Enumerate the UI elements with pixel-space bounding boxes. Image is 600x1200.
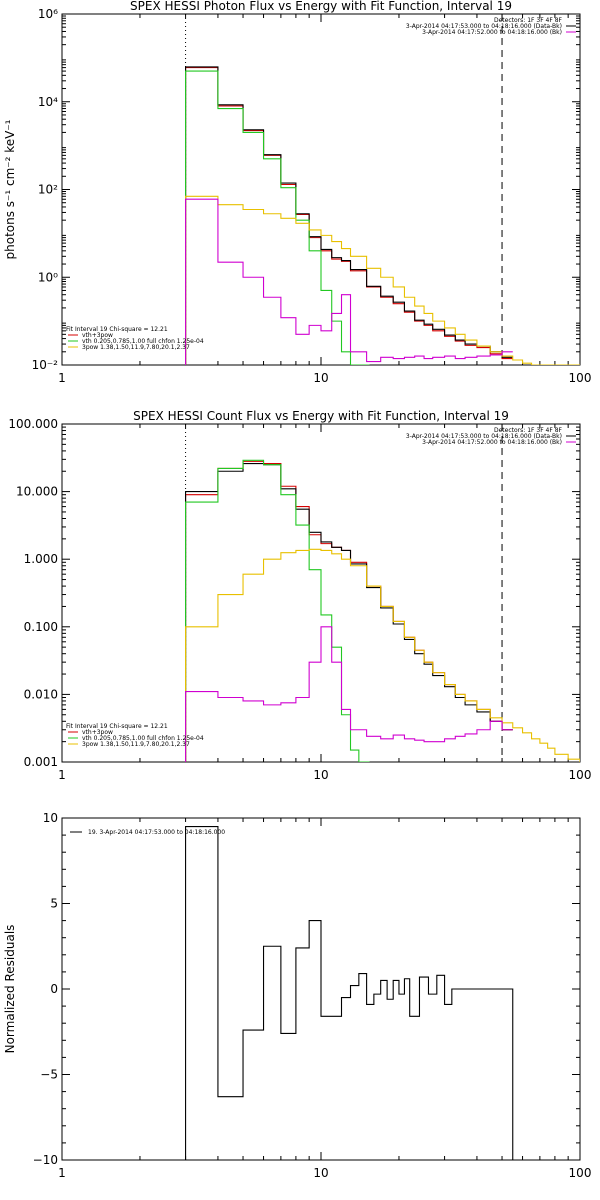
y-tick-label-2: 5 — [50, 897, 58, 911]
x-tick-label-0: 1 — [58, 371, 66, 385]
y-tick-label-0: 10⁶ — [38, 7, 58, 21]
legend-right-0-2: 3-Apr-2014 04:17:52.000 to 04:18:16.000 … — [422, 29, 562, 36]
x-tick-label-1: 1 — [58, 768, 66, 782]
legend-left-0-0: Fit Interval 19 Chi-square = 12.21 — [66, 326, 168, 333]
series-line-1-3 — [185, 548, 580, 762]
legend-left-0-1: vth+3pow — [82, 332, 113, 339]
y-tick-label-1: 1.000 — [24, 552, 58, 566]
y-tick-label-0: 10⁴ — [38, 95, 58, 109]
x-tick-label-1: 100 — [569, 768, 592, 782]
x-tick-label-0: 100 — [569, 371, 592, 385]
legend-left-0-2: vth 0.205,0.785,1.00 full chfon 1.25e-04 — [82, 338, 204, 345]
y-tick-label-2: 0 — [50, 982, 58, 996]
y-tick-label-2: −10 — [33, 1153, 58, 1167]
legend-left-1-3: 3pow 1.38,1.50,11.9,7.80,20.1,2.37 — [82, 741, 190, 748]
legend-right-1-1: 3-Apr-2014 04:17:53.000 to 04:18:16.000 … — [406, 433, 562, 440]
series-line-0-2 — [185, 70, 370, 365]
y-tick-label-0: 10⁻² — [32, 358, 59, 372]
legend-right-1-2: 3-Apr-2014 04:17:52.000 to 04:18:16.000 … — [422, 439, 562, 446]
x-tick-label-1: 10 — [313, 768, 328, 782]
series-line-0-1 — [185, 66, 513, 365]
y-tick-label-2: 10 — [43, 811, 58, 825]
y-tick-label-1: 0.100 — [24, 620, 58, 634]
series-line-2-0 — [185, 826, 514, 1160]
series-line-1-0 — [185, 460, 513, 762]
series-line-0-3 — [185, 195, 580, 365]
y-axis-label-0: photons s⁻¹ cm⁻² keV⁻¹ — [3, 119, 17, 259]
y-tick-label-1: 0.010 — [24, 687, 58, 701]
legend-left-0-3: 3pow 1.38,1.50,11.9,7.80,20.1,2.37 — [82, 344, 190, 351]
legend-right-0-1: 3-Apr-2014 04:17:53.000 to 04:18:16.000 … — [406, 23, 562, 30]
x-tick-label-2: 100 — [569, 1166, 592, 1180]
legend-left-1-0: Fit Interval 19 Chi-square = 12.21 — [66, 723, 168, 730]
legend-right-0-0: Detectors: 1F 3F 4F 8F — [494, 17, 563, 24]
series-line-1-2 — [185, 459, 370, 762]
legend-2: 19. 3-Apr-2014 04:17:53.000 to 04:18:16.… — [88, 829, 225, 836]
legend-left-1-1: vth+3pow — [82, 729, 113, 736]
series-line-0-4 — [185, 198, 513, 365]
x-tick-label-2: 1 — [58, 1166, 66, 1180]
y-axis-label-2: Normalized Residuals — [3, 925, 17, 1054]
y-tick-label-1: 100.000 — [8, 417, 58, 431]
y-tick-label-0: 10⁰ — [38, 270, 58, 284]
y-tick-label-2: −5 — [40, 1068, 58, 1082]
chart-title-1: SPEX HESSI Count Flux vs Energy with Fit… — [133, 409, 509, 423]
series-line-1-1 — [185, 462, 513, 762]
chart-title-0: SPEX HESSI Photon Flux vs Energy with Fi… — [130, 0, 512, 13]
y-tick-label-0: 10² — [38, 183, 58, 197]
legend-left-1-2: vth 0.205,0.785,1.00 full chfon 1.25e-04 — [82, 735, 204, 742]
x-tick-label-2: 10 — [313, 1166, 328, 1180]
x-tick-label-0: 10 — [313, 371, 328, 385]
series-line-1-4 — [185, 626, 513, 762]
legend-right-1-0: Detectors: 1F 3F 4F 8F — [494, 427, 563, 434]
series-line-0-0 — [185, 67, 513, 365]
y-tick-label-1: 10.000 — [16, 485, 58, 499]
y-tick-label-1: 0.001 — [24, 755, 58, 769]
